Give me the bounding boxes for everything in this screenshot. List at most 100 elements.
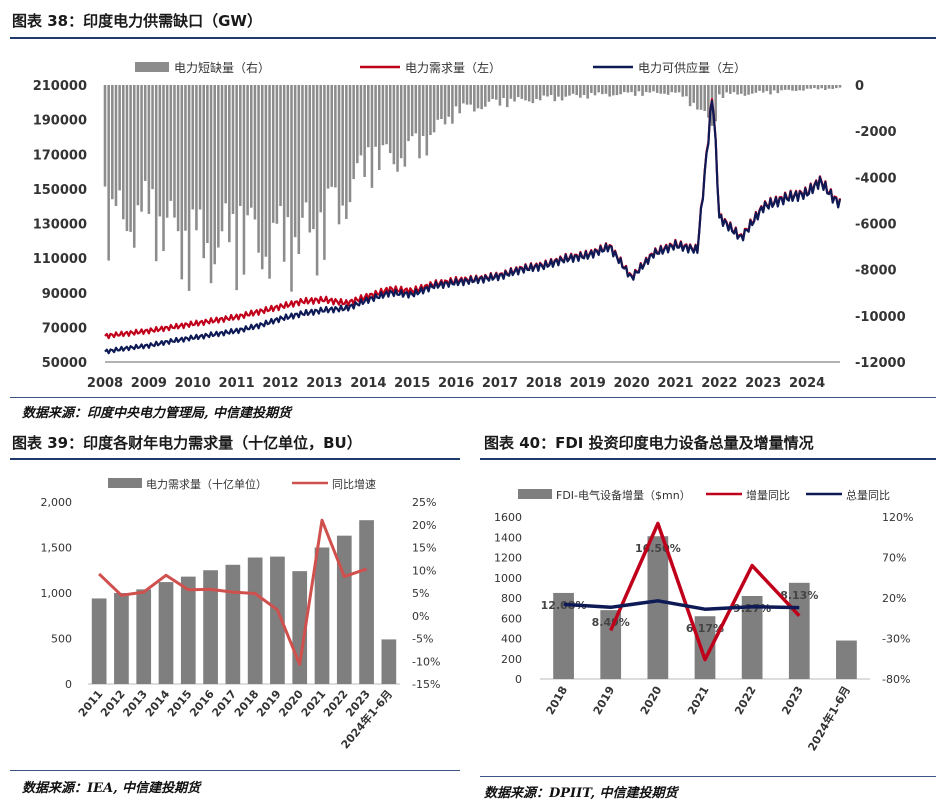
y-right-tick-label: 0% [412, 610, 429, 623]
shortage-bar [429, 85, 432, 136]
fig40-title: 图表 40：FDI 投资印度电力设备总量及增量情况 [484, 434, 814, 452]
y-right-tick-label: 10% [412, 564, 436, 577]
demand-bar [136, 589, 152, 684]
shortage-bar [648, 85, 652, 93]
shortage-bar [754, 85, 758, 93]
bar-data-label: 8.49% [592, 616, 630, 629]
shortage-bar [487, 85, 491, 102]
shortage-bar [257, 85, 260, 253]
fig39-title: 图表 39：印度各财年电力需求量（十亿单位，BU） [12, 434, 362, 452]
shortage-bar [476, 85, 480, 109]
demand-bar [247, 557, 263, 684]
shortage-bar [601, 85, 604, 95]
shortage-bar [586, 85, 589, 99]
shortage-bar [703, 85, 706, 111]
shortage-bar [447, 85, 451, 117]
shortage-bar [158, 85, 162, 217]
shortage-bar [516, 85, 520, 98]
shortage-bar [334, 85, 337, 188]
shortage-bar [608, 85, 611, 97]
shortage-bar [367, 85, 370, 148]
shortage-bar [688, 85, 692, 107]
y-left-tick-label: 150000 [33, 183, 87, 198]
shortage-bar [451, 85, 454, 124]
shortage-bar [425, 85, 429, 156]
legend-demand-label: 电力需求量（十亿单位） [146, 477, 267, 491]
shortage-bar [462, 85, 465, 104]
shortage-bar [615, 85, 619, 96]
shortage-bar [377, 85, 381, 171]
shortage-bar [418, 85, 421, 159]
x-tick-label: 2019 [570, 376, 606, 391]
y-right-tick-label: -10000 [855, 310, 906, 325]
fig38-top-rule [10, 37, 936, 39]
legend-growth-label: 同比增速 [332, 477, 376, 491]
y-left-tick-label: 170000 [33, 148, 87, 163]
shortage-bar [502, 85, 505, 99]
shortage-bar [103, 85, 107, 187]
shortage-bar [696, 85, 699, 110]
shortage-bar [809, 85, 813, 89]
shortage-bar [304, 85, 308, 203]
shortage-bars [103, 85, 842, 292]
x-tick-label: 2020 [638, 684, 665, 717]
supply-line [104, 99, 842, 355]
y-left-tick-label: 1200 [494, 552, 522, 565]
shortage-bar [319, 85, 323, 213]
shortage-bar [546, 85, 549, 97]
shortage-bar [147, 85, 151, 214]
legend-shortage-label: 电力短缺量（右） [174, 60, 270, 75]
shortage-bar [805, 85, 809, 89]
x-tick-label: 2009 [131, 376, 167, 391]
shortage-bar [560, 85, 564, 101]
shortage-bar [356, 85, 359, 164]
shortage-bar [410, 85, 414, 137]
shortage-bar [491, 85, 494, 100]
shortage-bar [154, 85, 158, 262]
shortage-bar [202, 85, 206, 259]
shortage-bar [604, 85, 608, 94]
fig39-source: 数据来源：IEA, 中信建投期货 [22, 781, 201, 796]
shortage-bar [282, 85, 286, 262]
shortage-bar [122, 85, 125, 220]
x-tick-label: 2021 [657, 376, 693, 391]
shortage-bar [619, 85, 622, 95]
shortage-bar [655, 85, 659, 93]
shortage-bar [323, 85, 326, 260]
shortage-bar [813, 85, 816, 89]
y-left-tick-label: 0 [515, 673, 522, 686]
fig38-bottom-rule [10, 397, 936, 398]
shortage-bar [729, 85, 732, 94]
shortage-bar [246, 85, 249, 216]
y-left-tick-label: 500 [51, 633, 72, 646]
shortage-bar [220, 85, 224, 232]
legend-demand-swatch [108, 478, 142, 488]
y-left-tick-label: 400 [501, 633, 522, 646]
shortage-bar [198, 85, 202, 210]
shortage-bar [597, 85, 600, 93]
x-tick-label: 2015 [394, 376, 430, 391]
fig39-top-rule [10, 458, 460, 460]
shortage-bar [359, 85, 363, 156]
y-left-tick-label: 1,500 [41, 542, 73, 555]
fig39-bottom-rule [10, 770, 460, 771]
shortage-bar [816, 85, 820, 90]
y-right-tick-label: -5% [412, 633, 433, 646]
shortage-bar [575, 85, 578, 96]
shortage-bar [235, 85, 238, 291]
demand-bar [314, 547, 330, 684]
shortage-bar [465, 85, 469, 105]
shortage-bar [286, 85, 290, 218]
shortage-bar [341, 85, 344, 206]
fdi-bar [836, 640, 857, 679]
shortage-bar [798, 85, 802, 91]
shortage-bar [173, 85, 176, 218]
shortage-bar [388, 85, 392, 154]
shortage-bar [151, 85, 154, 190]
x-tick-label: 2023 [745, 376, 781, 391]
shortage-bar [381, 85, 385, 146]
x-tick-label: 2010 [175, 376, 211, 391]
y-right-tick-label: -30% [882, 633, 910, 646]
fdi-bar [600, 610, 622, 679]
shortage-bar [143, 85, 147, 181]
